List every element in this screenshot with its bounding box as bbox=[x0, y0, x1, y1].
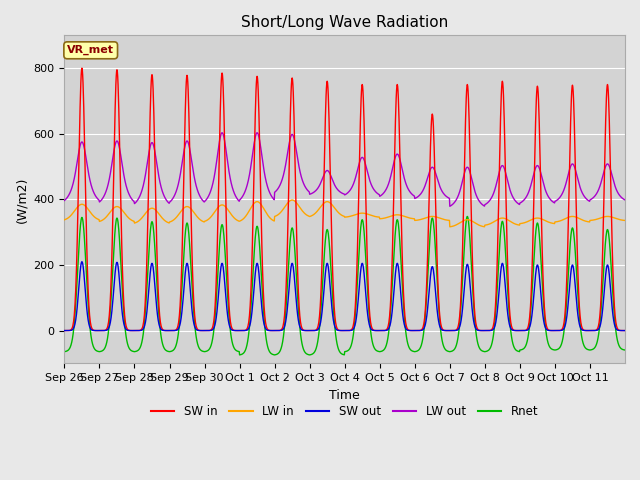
Rnet bbox=[148, 219, 156, 225]
LW out bbox=[330, 181, 338, 187]
SW out bbox=[330, 321, 338, 327]
SW out bbox=[614, 327, 621, 333]
SW in bbox=[148, 73, 156, 79]
LW in bbox=[148, 205, 156, 211]
SW in bbox=[61, 328, 68, 334]
Line: LW out: LW out bbox=[65, 133, 625, 206]
Rnet bbox=[559, 333, 567, 339]
LW out bbox=[559, 189, 567, 194]
LW out bbox=[477, 201, 485, 206]
Text: VR_met: VR_met bbox=[67, 45, 114, 56]
SW in bbox=[477, 328, 484, 334]
LW in bbox=[477, 223, 485, 229]
Rnet bbox=[330, 316, 338, 322]
SW in bbox=[330, 303, 338, 309]
LW out bbox=[61, 198, 68, 204]
Y-axis label: (W/m2): (W/m2) bbox=[15, 176, 28, 223]
LW in bbox=[61, 217, 68, 223]
LW in bbox=[288, 197, 296, 203]
SW out bbox=[61, 328, 68, 334]
SW in bbox=[621, 328, 628, 334]
SW out bbox=[78, 259, 86, 264]
SW out bbox=[621, 328, 628, 334]
LW out bbox=[621, 197, 628, 203]
LW out bbox=[218, 130, 226, 136]
SW in bbox=[78, 65, 86, 71]
SW in bbox=[559, 324, 567, 330]
SW out bbox=[477, 328, 484, 334]
Line: Rnet: Rnet bbox=[65, 216, 625, 355]
Rnet bbox=[61, 349, 68, 355]
LW in bbox=[446, 224, 454, 230]
LW in bbox=[614, 216, 622, 222]
LW in bbox=[559, 217, 567, 223]
SW in bbox=[614, 326, 621, 332]
Rnet bbox=[306, 352, 314, 358]
LW out bbox=[446, 204, 454, 209]
Rnet bbox=[621, 347, 628, 353]
Rnet bbox=[614, 340, 622, 346]
LW out bbox=[320, 173, 328, 179]
SW in bbox=[320, 197, 328, 203]
SW out bbox=[320, 292, 328, 298]
LW in bbox=[330, 204, 338, 210]
SW out bbox=[148, 261, 156, 267]
Rnet bbox=[477, 348, 485, 353]
SW out bbox=[559, 327, 567, 333]
LW in bbox=[621, 217, 628, 223]
LW out bbox=[614, 190, 622, 196]
LW out bbox=[148, 140, 156, 145]
X-axis label: Time: Time bbox=[330, 389, 360, 402]
Rnet bbox=[320, 264, 328, 270]
LW in bbox=[320, 201, 328, 206]
Line: SW out: SW out bbox=[65, 262, 625, 331]
Legend: SW in, LW in, SW out, LW out, Rnet: SW in, LW in, SW out, LW out, Rnet bbox=[146, 401, 543, 423]
Line: SW in: SW in bbox=[65, 68, 625, 331]
Rnet bbox=[463, 214, 471, 219]
Title: Short/Long Wave Radiation: Short/Long Wave Radiation bbox=[241, 15, 449, 30]
Line: LW in: LW in bbox=[65, 200, 625, 227]
